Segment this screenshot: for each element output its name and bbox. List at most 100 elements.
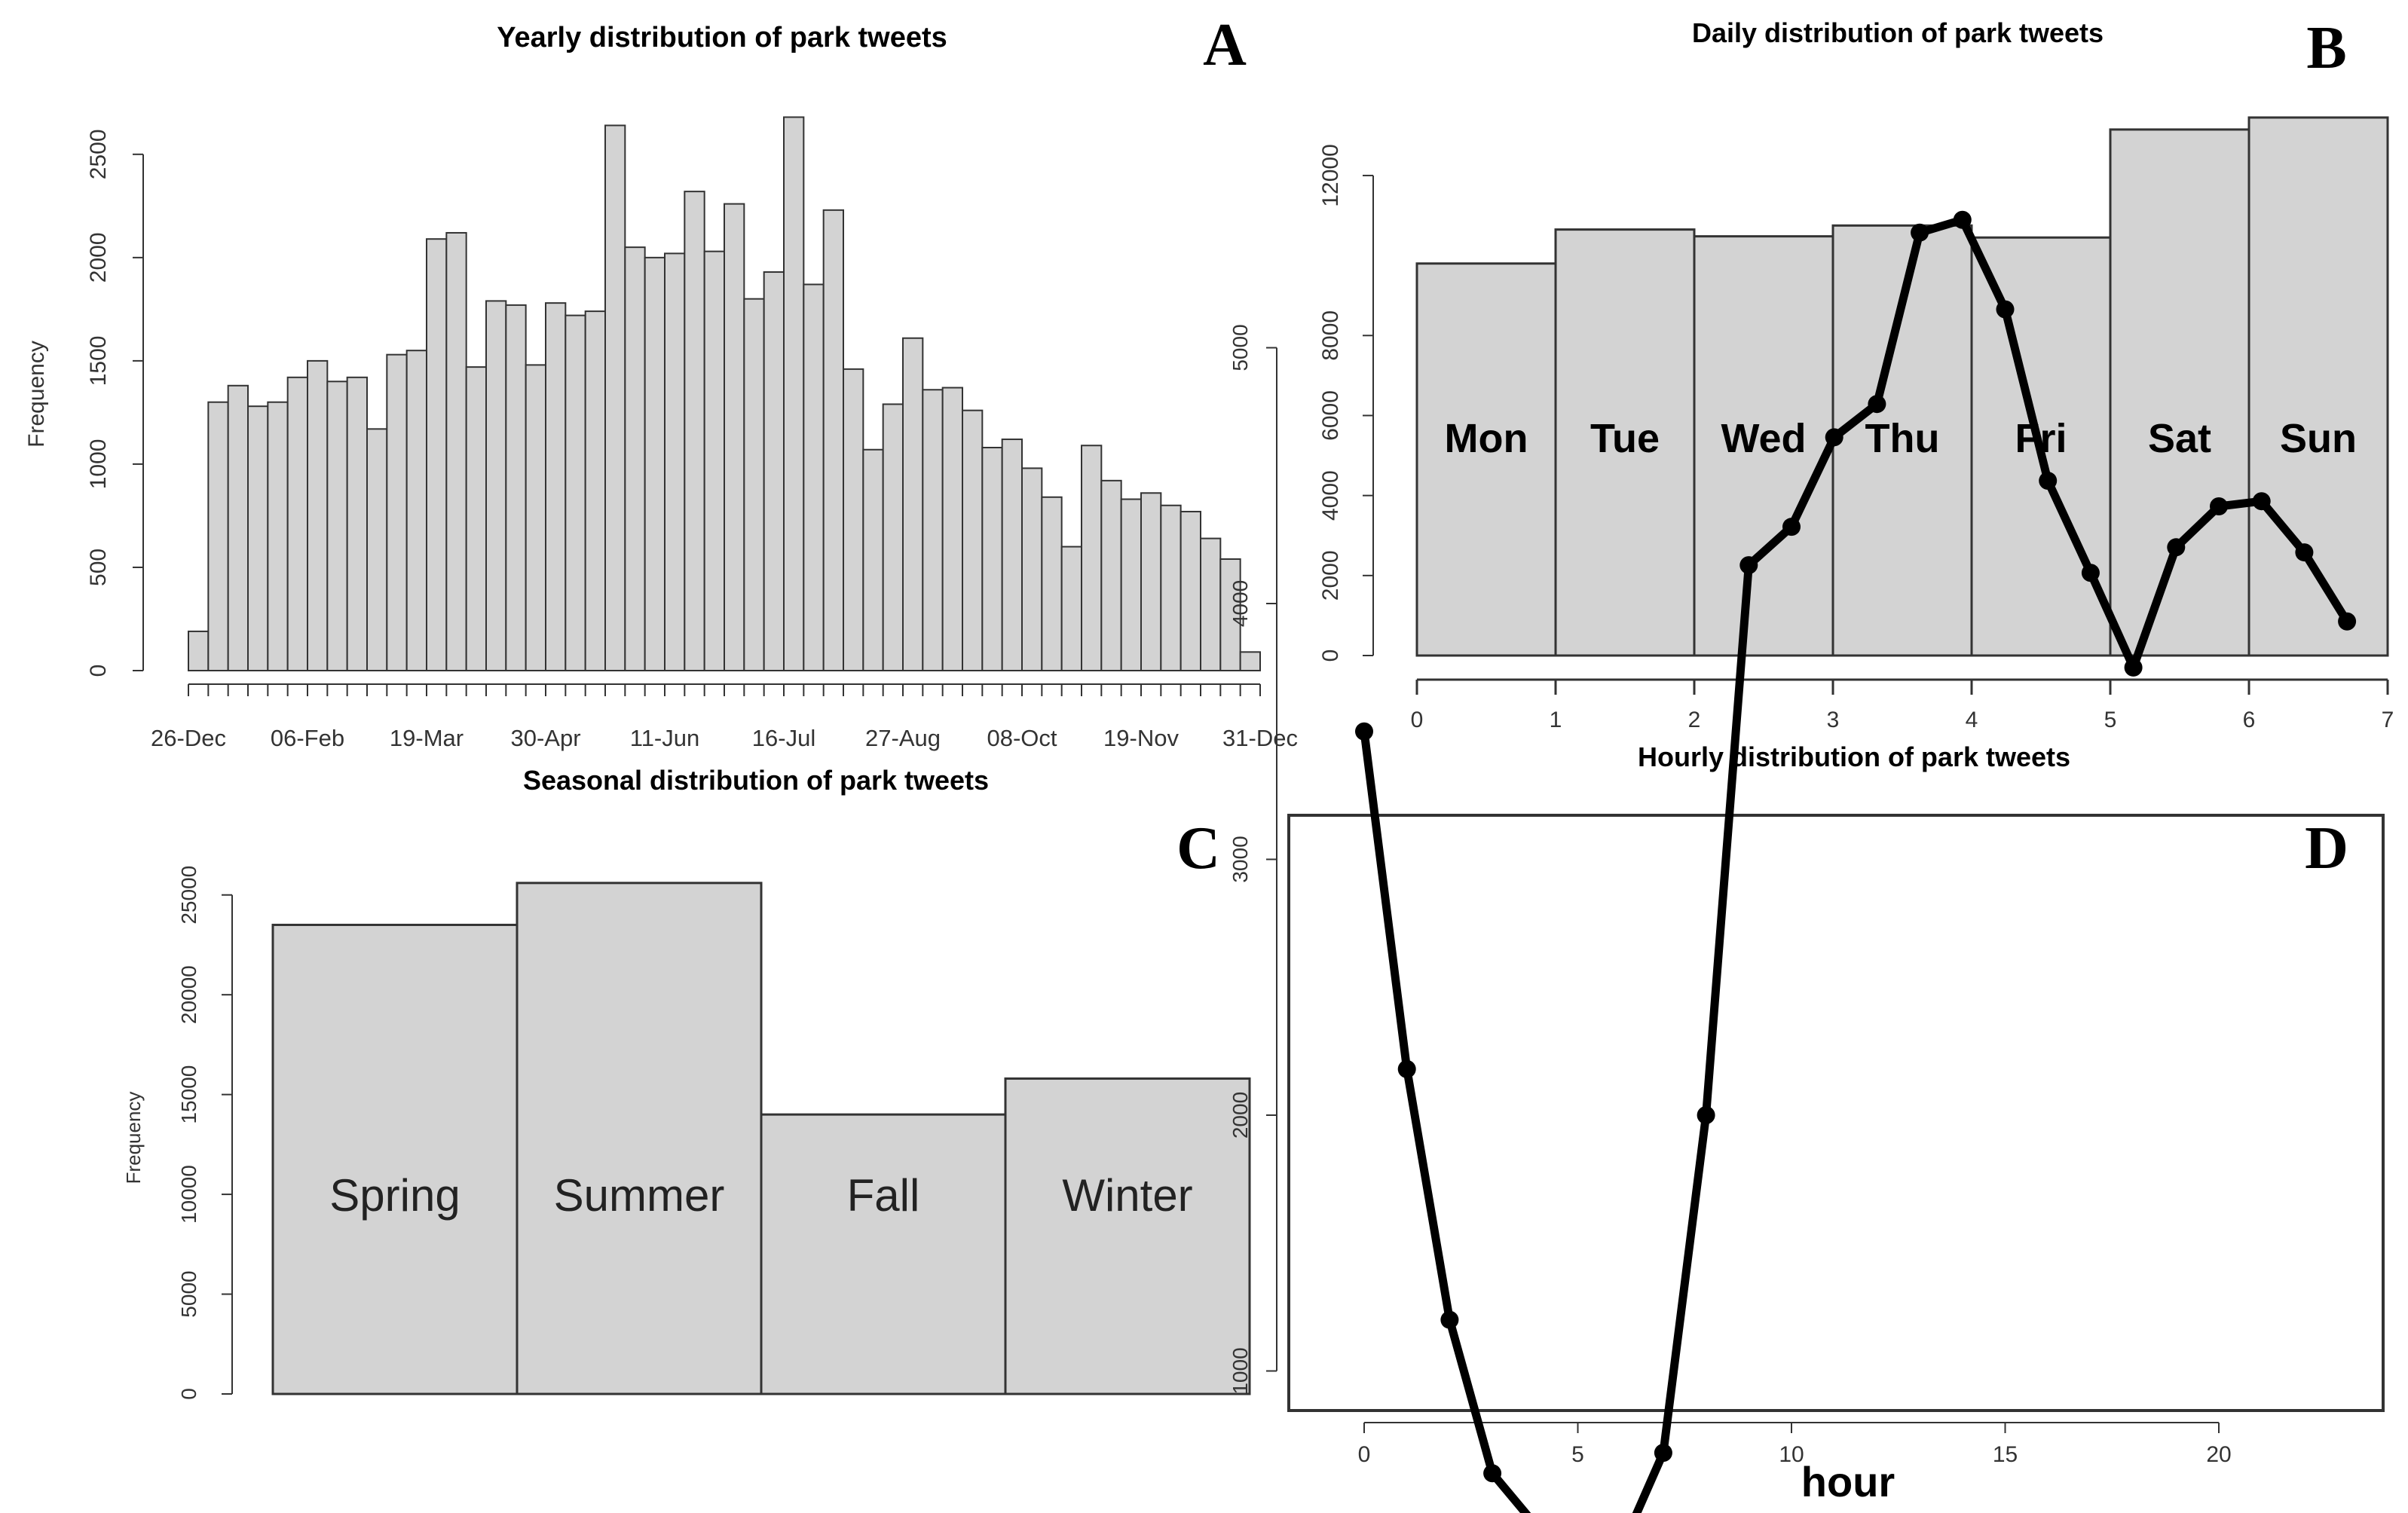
panel-a-bar bbox=[525, 364, 547, 671]
panel-d-x-tick-label: 15 bbox=[1993, 1442, 2018, 1467]
panel-a-bar bbox=[485, 300, 507, 671]
panel-d-data-point bbox=[2081, 564, 2100, 582]
panel-a-bar bbox=[366, 428, 388, 671]
panel-b-x-tick-label: 0 bbox=[1411, 708, 1424, 732]
panel-a-y-tick-label: 2000 bbox=[86, 232, 111, 283]
panel-a-bar bbox=[1060, 546, 1082, 671]
panel-a-bar bbox=[1200, 537, 1222, 671]
panel-d-data-point bbox=[1782, 518, 1801, 536]
panel-a-bar bbox=[684, 191, 705, 672]
panel-a-bar bbox=[882, 403, 904, 671]
panel-a-bar bbox=[981, 447, 1003, 671]
panel-a-letter: A bbox=[1203, 12, 1247, 78]
panel-d-letter: D bbox=[2305, 815, 2348, 882]
panel-a-bar bbox=[1001, 439, 1023, 671]
panel-d-x-tick-label: 0 bbox=[1358, 1442, 1371, 1467]
panel-b-bar-label: Thu bbox=[1865, 416, 1940, 461]
panel-b-bar-label: Mon bbox=[1445, 416, 1528, 461]
panel-a-x-tick-label: 27-Aug bbox=[865, 725, 941, 751]
panel-a-bar bbox=[505, 304, 527, 671]
panel-d-data-point bbox=[1911, 223, 1929, 242]
panel-c-bar-label: Spring bbox=[329, 1170, 460, 1221]
panel-d-data-point bbox=[1697, 1106, 1715, 1124]
panel-a-bar bbox=[1021, 467, 1043, 671]
panel-d-data-point bbox=[1397, 1059, 1416, 1078]
panel-a-bar bbox=[902, 337, 924, 671]
panel-a-bar bbox=[644, 256, 666, 671]
panel-b-bar-label: Wed bbox=[1721, 416, 1806, 461]
panel-a-bar bbox=[783, 116, 805, 671]
panel-d-series-line bbox=[1360, 215, 2351, 1513]
panel-b-letter: B bbox=[2306, 15, 2346, 81]
panel-a-y-tick-label: 2500 bbox=[86, 129, 111, 179]
panel-c-bar bbox=[1004, 1077, 1251, 1395]
panel-a-bar bbox=[941, 387, 963, 671]
panel-d-x-tick-label: 10 bbox=[1779, 1442, 1804, 1467]
panel-b-x-tick-label: 5 bbox=[2104, 708, 2117, 732]
panel-a-x-tick-label: 31-Dec bbox=[1222, 725, 1298, 751]
panel-a-bar bbox=[604, 124, 626, 671]
panel-a-bar bbox=[565, 314, 586, 671]
panel-d-y-tick-label: 4000 bbox=[1228, 580, 1252, 627]
panel-a-bar bbox=[207, 401, 229, 671]
panel-b-bar-label: Sat bbox=[2148, 416, 2211, 461]
panel-b-y-tick-label: 4000 bbox=[1318, 470, 1343, 521]
panel-c-letter: C bbox=[1176, 815, 1220, 882]
panel-d-x-tick-label: 5 bbox=[1571, 1442, 1584, 1467]
panel-a-bar bbox=[664, 252, 686, 671]
panel-b-x-tick-label: 2 bbox=[1688, 708, 1701, 732]
panel-d-data-point bbox=[2252, 492, 2271, 511]
panel-a-x-tick-label: 06-Feb bbox=[271, 725, 344, 751]
panel-b-y-tick-label: 0 bbox=[1318, 650, 1343, 662]
panel-a-bar bbox=[286, 376, 308, 671]
panel-a-bar bbox=[326, 381, 348, 671]
panel-b-y-tick-label: 8000 bbox=[1318, 310, 1343, 361]
panel-b-x-tick-label: 6 bbox=[2243, 708, 2256, 732]
panel-c-y-tick-label: 20000 bbox=[177, 965, 200, 1024]
panel-a-bar bbox=[227, 384, 249, 671]
panel-a-x-tick-label: 16-Jul bbox=[752, 725, 815, 751]
panel-d-x-axis-label: hour bbox=[1801, 1458, 1895, 1505]
panel-c-bar bbox=[271, 923, 519, 1395]
panel-a-x-tick-label: 11-Jun bbox=[630, 725, 700, 751]
panel-b-x-tick-label: 3 bbox=[1827, 708, 1840, 732]
panel-a-bar bbox=[624, 246, 646, 672]
panel-a-bar bbox=[962, 409, 984, 672]
panel-b-x-tick-label: 4 bbox=[1966, 708, 1978, 732]
panel-a-bar bbox=[743, 298, 765, 671]
panel-a-bar bbox=[545, 302, 567, 671]
panel-d-hourly-line-chart: Hourly distribution of park tweets D hou… bbox=[1228, 210, 2385, 1513]
panel-c-y-axis-label: Frequency bbox=[122, 1092, 145, 1184]
panel-a-bar bbox=[1180, 510, 1201, 671]
panel-a-bar bbox=[1081, 445, 1103, 672]
panel-a-x-tick-label: 19-Nov bbox=[1103, 725, 1179, 751]
panel-a-bar bbox=[922, 389, 944, 672]
panel-d-y-tick-label: 2000 bbox=[1228, 1092, 1252, 1139]
panel-b-title: Daily distribution of park tweets bbox=[1692, 17, 2104, 48]
panel-d-data-point bbox=[1953, 210, 1972, 229]
panel-d-y-tick-label: 5000 bbox=[1228, 324, 1252, 371]
panel-a-y-tick-label: 500 bbox=[86, 549, 111, 586]
panel-a-x-tick-label: 26-Dec bbox=[151, 725, 226, 751]
panel-a-bar bbox=[1041, 496, 1063, 671]
panel-d-data-point bbox=[1825, 428, 1843, 447]
panel-c-bar bbox=[516, 882, 763, 1395]
panel-c-y-tick-label: 5000 bbox=[177, 1270, 200, 1317]
panel-a-y-tick-label: 1000 bbox=[86, 439, 111, 490]
panel-b-y-tick-label: 12000 bbox=[1318, 144, 1343, 206]
panel-c-y-tick-label: 0 bbox=[177, 1388, 200, 1400]
panel-a-bar bbox=[188, 630, 210, 671]
panel-d-title: Hourly distribution of park tweets bbox=[1638, 741, 2070, 772]
panel-b-bar-label: Sun bbox=[2280, 416, 2357, 461]
panel-a-y-axis-label: Frequency bbox=[24, 341, 49, 448]
panel-a-bar bbox=[763, 271, 785, 671]
panel-a-bar bbox=[1219, 558, 1241, 671]
panel-a-y-tick-label: 0 bbox=[86, 665, 111, 677]
panel-d-x-tick-label: 20 bbox=[2206, 1442, 2231, 1467]
panel-d-data-point bbox=[2338, 612, 2357, 631]
panel-d-data-point bbox=[1483, 1464, 1502, 1483]
panel-d-data-point bbox=[2039, 472, 2058, 491]
panel-a-title: Yearly distribution of park tweets bbox=[497, 22, 947, 53]
panel-a-bar bbox=[405, 350, 428, 671]
panel-d-data-point bbox=[1996, 300, 2015, 319]
